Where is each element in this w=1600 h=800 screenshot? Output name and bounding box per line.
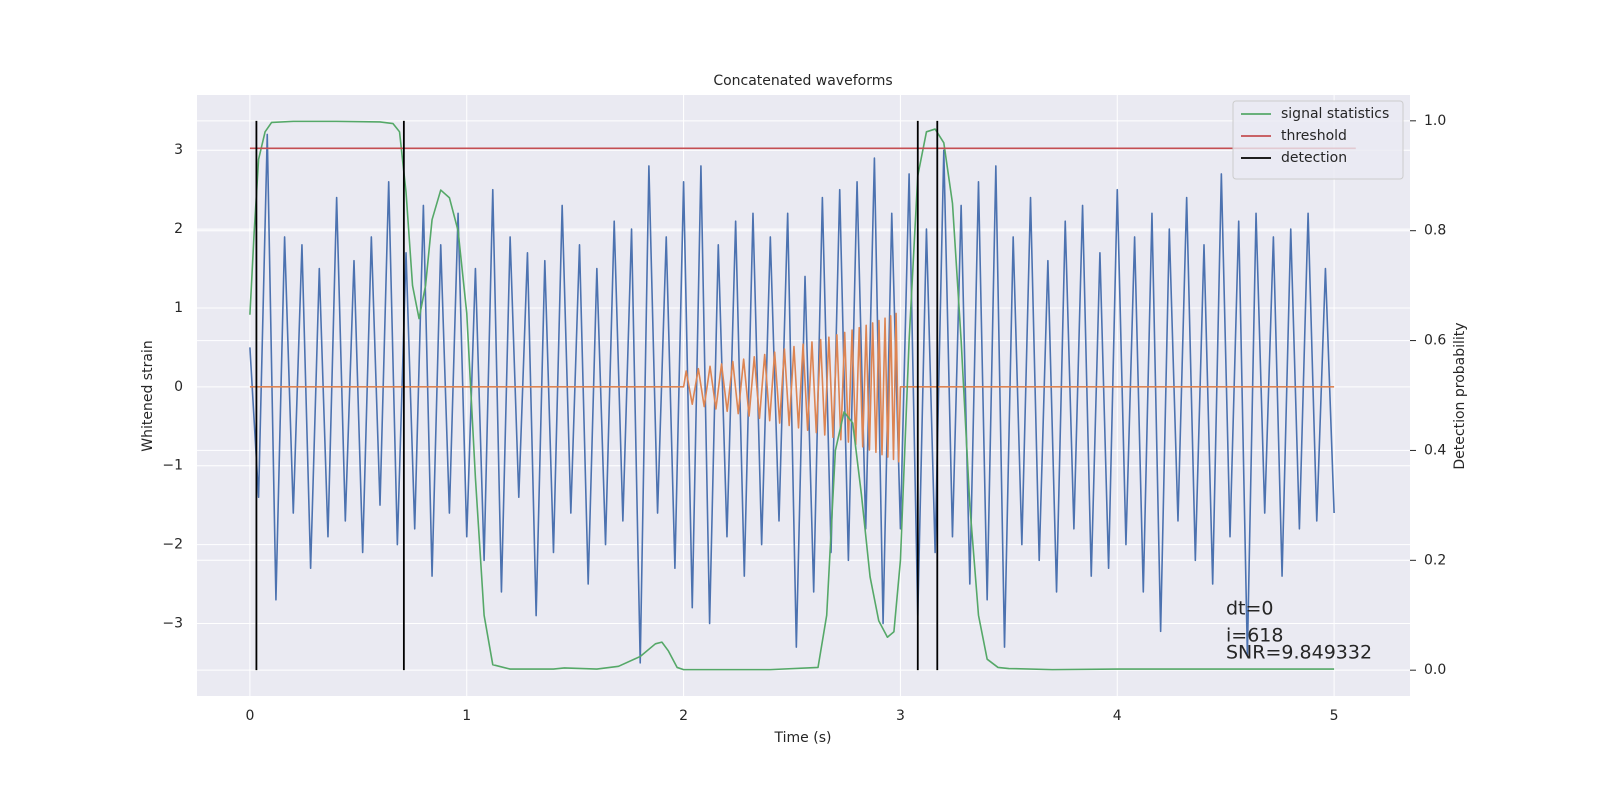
x-tick-label: 1 — [462, 708, 471, 724]
y-tick-label: 0 — [174, 379, 183, 395]
series-line — [249, 312, 1335, 463]
x-tick-label: 2 — [679, 708, 688, 724]
y-tick-label: −1 — [162, 458, 183, 474]
annotation: SNR=9.849332 — [1226, 642, 1372, 664]
x-tick-label: 5 — [1330, 708, 1339, 724]
x-axis-label: Time (s) — [774, 730, 832, 746]
plot-marks — [249, 120, 1356, 671]
y-tick-label: −2 — [162, 537, 183, 553]
y2-tick-label: 0.8 — [1424, 223, 1446, 239]
y-axis-label: Whitened strain — [140, 340, 156, 451]
annotation: i=618 — [1226, 625, 1283, 647]
x-tick-label: 0 — [245, 708, 254, 724]
y-tick-label: 3 — [174, 142, 183, 158]
y-tick-label: −3 — [162, 615, 183, 631]
y2-tick-label: 0.0 — [1424, 662, 1446, 678]
y2-tick-label: 1.0 — [1424, 113, 1446, 129]
y2-tick-label: 0.6 — [1424, 333, 1446, 349]
y-tick-label: 1 — [174, 300, 183, 316]
chart-title: Concatenated waveforms — [713, 73, 892, 89]
x-tick-label: 3 — [896, 708, 905, 724]
y2-axis-label: Detection probability — [1452, 322, 1468, 469]
legend-label: signal statistics — [1281, 106, 1389, 122]
y2-tick-label: 0.4 — [1424, 442, 1446, 458]
y2-tick-label: 0.2 — [1424, 552, 1446, 568]
annotation: dt=0 — [1226, 598, 1274, 620]
legend-label: threshold — [1281, 128, 1347, 144]
legend-label: detection — [1281, 150, 1347, 166]
series-line — [249, 133, 1335, 664]
series-line — [249, 120, 1335, 671]
y-tick-label: 2 — [174, 221, 183, 237]
x-tick-label: 4 — [1113, 708, 1122, 724]
legend-box — [1232, 100, 1404, 180]
